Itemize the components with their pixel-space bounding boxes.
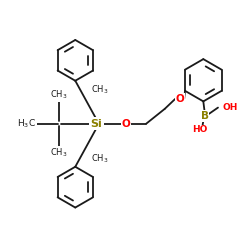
Text: H$_3$C: H$_3$C [17, 118, 36, 130]
Text: Si: Si [90, 119, 102, 129]
Text: OH: OH [222, 103, 238, 112]
Text: CH$_3$: CH$_3$ [50, 146, 68, 158]
Text: O: O [122, 119, 130, 129]
Text: O: O [175, 94, 184, 104]
Text: CH$_3$: CH$_3$ [92, 152, 109, 165]
Text: CH$_3$: CH$_3$ [92, 84, 109, 96]
Text: HO: HO [192, 126, 208, 134]
Text: B: B [200, 111, 208, 121]
Text: CH$_3$: CH$_3$ [50, 89, 68, 102]
